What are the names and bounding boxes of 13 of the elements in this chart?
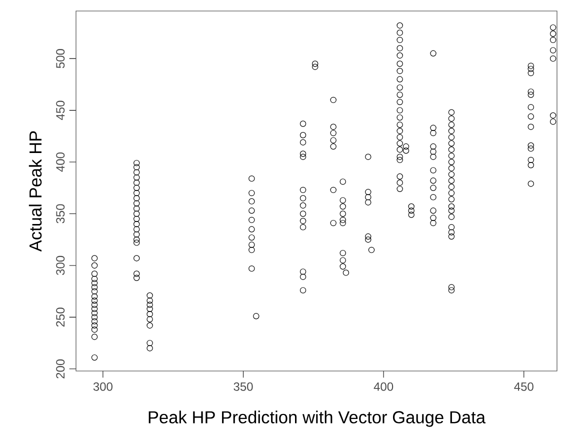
y-tick-label: 200 [56, 359, 65, 378]
x-tick-label: 350 [234, 382, 253, 391]
y-tick-label: 250 [56, 308, 65, 327]
x-axis-title: Peak HP Prediction with Vector Gauge Data [148, 410, 486, 427]
x-tick-label: 450 [514, 382, 534, 391]
y-tick-label: 500 [56, 49, 65, 68]
y-tick-label: 300 [56, 256, 65, 276]
y-tick-label: 350 [56, 204, 65, 224]
x-tick-label: 300 [93, 382, 112, 391]
y-tick-label: 450 [56, 100, 65, 120]
y-axis-title: Actual Peak HP [28, 131, 42, 252]
y-tick-label: 400 [56, 152, 65, 172]
x-tick-label: 400 [374, 382, 394, 391]
